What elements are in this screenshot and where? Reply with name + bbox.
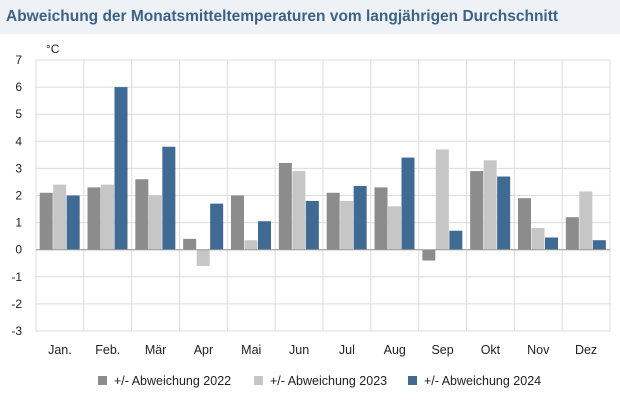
y-tick-label: 4 xyxy=(15,134,22,148)
bar xyxy=(470,171,484,250)
x-axis: Jan. Feb. Mär Apr Mai Jun Jul Aug Sep Okt Nov Dez xyxy=(36,249,610,357)
y-tick-label: 7 xyxy=(15,53,22,67)
bar xyxy=(374,187,388,250)
x-tick-label: Okt xyxy=(481,343,501,357)
x-tick-label: Dez xyxy=(575,343,597,357)
bar xyxy=(196,249,210,266)
x-tick-label: Aug xyxy=(384,343,406,357)
y-tick-label: -1 xyxy=(11,270,22,284)
bar xyxy=(545,237,558,250)
bar xyxy=(435,149,449,250)
bar xyxy=(135,179,149,250)
bars xyxy=(39,87,606,266)
x-tick-label: Jul xyxy=(339,343,355,357)
x-tick-label: Apr xyxy=(194,343,213,357)
bar xyxy=(449,230,463,250)
x-tick-label: Sep xyxy=(431,343,453,357)
bar xyxy=(210,203,224,250)
legend-swatch xyxy=(98,376,107,385)
bar xyxy=(326,192,340,250)
legend: +/- Abweichung 2022 +/- Abweichung 2023 +/… xyxy=(98,374,541,388)
legend-label: +/- Abweichung 2024 xyxy=(424,374,541,388)
bar xyxy=(422,249,436,261)
bar xyxy=(231,195,244,250)
bar xyxy=(183,238,197,250)
bar xyxy=(101,184,114,250)
bar xyxy=(401,157,415,250)
y-tick-label: -2 xyxy=(11,297,22,311)
bar xyxy=(579,191,593,250)
y-tick-label: 5 xyxy=(15,107,22,121)
bar xyxy=(114,87,128,250)
x-tick-label: Mär xyxy=(145,343,167,357)
bar xyxy=(244,240,258,250)
legend-label: +/- Abweichung 2022 xyxy=(114,374,231,388)
y-axis: 7 6 5 4 3 2 1 0 -1 -2 -3 °C xyxy=(11,42,59,338)
y-axis-unit: °C xyxy=(46,42,60,56)
y-tick-label: 2 xyxy=(15,189,22,203)
y-tick-label: 6 xyxy=(15,80,22,94)
bar xyxy=(258,221,271,250)
legend-swatch xyxy=(408,376,417,385)
bar xyxy=(66,195,80,250)
legend-label: +/- Abweichung 2023 xyxy=(270,374,387,388)
bar xyxy=(87,187,101,250)
bar xyxy=(388,206,401,250)
bar xyxy=(292,171,306,250)
y-tick-label: 3 xyxy=(15,161,22,175)
title-bar xyxy=(0,0,620,34)
chart-title: Abweichung der Monatsmitteltemperaturen … xyxy=(6,8,559,25)
bar xyxy=(340,200,354,250)
bar xyxy=(565,217,579,250)
x-tick-label: Jun xyxy=(289,343,309,357)
bar xyxy=(518,198,531,250)
bar xyxy=(53,184,67,250)
bar xyxy=(483,160,497,250)
bar xyxy=(148,195,162,250)
bar xyxy=(353,186,367,250)
y-tick-label: -3 xyxy=(11,324,22,338)
bar xyxy=(592,240,606,250)
legend-swatch xyxy=(254,376,263,385)
x-tick-label: Mai xyxy=(241,343,261,357)
bar xyxy=(531,228,545,250)
bar xyxy=(497,176,511,250)
x-tick-label: Nov xyxy=(527,343,550,357)
x-tick-label: Jan. xyxy=(48,343,72,357)
y-tick-label: 1 xyxy=(15,216,22,230)
bar xyxy=(162,146,176,250)
bar xyxy=(278,162,292,250)
bar xyxy=(305,200,319,250)
bar xyxy=(39,192,53,250)
x-tick-label: Feb. xyxy=(95,343,120,357)
y-tick-label: 0 xyxy=(15,243,22,257)
